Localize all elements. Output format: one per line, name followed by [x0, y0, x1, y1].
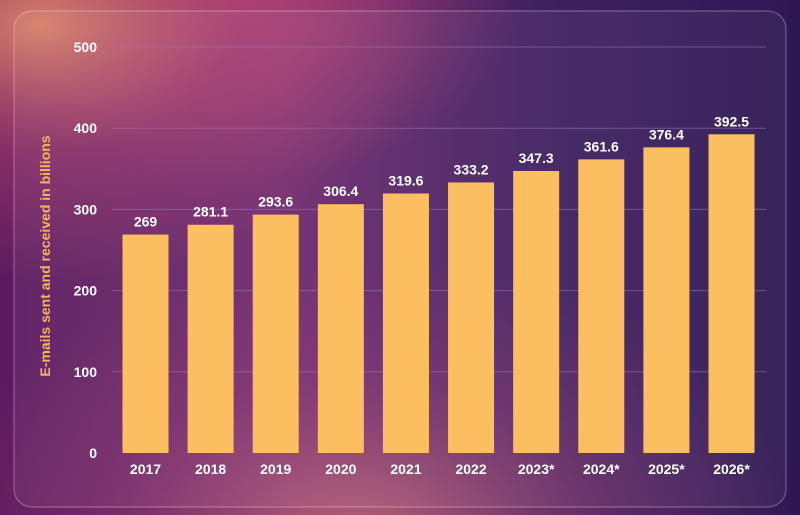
x-tick-label: 2021 — [390, 461, 421, 477]
y-tick-label: 400 — [74, 120, 98, 136]
data-label: 347.3 — [519, 150, 554, 166]
bar — [317, 204, 364, 453]
y-tick-label: 0 — [89, 445, 97, 461]
y-tick-label: 100 — [74, 364, 98, 380]
bar — [252, 214, 299, 453]
data-label: 333.2 — [454, 161, 489, 177]
x-tick-label: 2024* — [583, 461, 620, 477]
y-tick-label: 500 — [74, 39, 98, 55]
data-label: 269 — [134, 214, 158, 230]
data-label: 361.6 — [584, 138, 619, 154]
bar — [382, 193, 429, 453]
data-label: 392.5 — [714, 113, 749, 129]
data-labels: 269 281.1 293.6 306.4 319.6 333.2 347.3 361.6 37… — [134, 113, 749, 229]
bar — [513, 170, 560, 453]
x-tick-label: 2017 — [130, 461, 161, 477]
y-axis-label: E-mails sent and received in billions — [37, 135, 53, 376]
bar — [578, 159, 625, 453]
x-tick-label: 2026* — [713, 461, 750, 477]
data-label: 376.4 — [649, 126, 684, 142]
data-label: 306.4 — [323, 183, 358, 199]
y-tick-label: 200 — [74, 283, 98, 299]
bar — [643, 147, 690, 453]
bar — [708, 134, 755, 454]
y-tick-label: 300 — [74, 201, 98, 217]
x-tick-label: 2019 — [260, 461, 291, 477]
bar — [448, 182, 495, 454]
bar — [187, 224, 234, 453]
data-label: 281.1 — [193, 204, 228, 220]
x-tick-label: 2023* — [518, 461, 555, 477]
y-axis-ticks: 0 100 200 300 400 500 — [74, 39, 98, 461]
x-tick-label: 2018 — [195, 461, 226, 477]
bar — [122, 234, 169, 453]
data-label: 319.6 — [388, 172, 423, 188]
x-axis-ticks: 2017 2018 2019 2020 2021 2022 2023* 2024* 2025* 2… — [130, 461, 750, 477]
data-label: 293.6 — [258, 194, 293, 210]
bars — [122, 134, 755, 454]
x-tick-label: 2022 — [455, 461, 486, 477]
x-tick-label: 2020 — [325, 461, 356, 477]
x-tick-label: 2025* — [648, 461, 685, 477]
